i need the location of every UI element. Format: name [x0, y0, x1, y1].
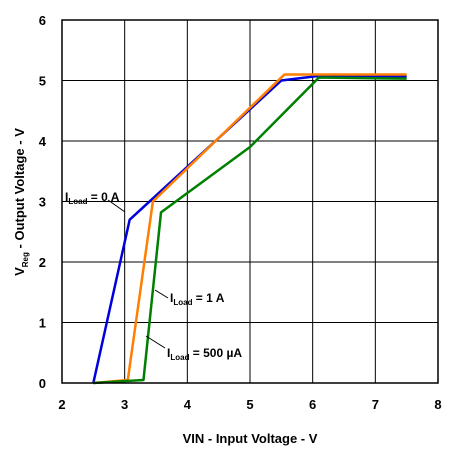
- annotation-sub: Load: [173, 298, 192, 307]
- y-tick-label: 0: [39, 376, 46, 391]
- annotation-rest: = 1 A: [192, 291, 224, 305]
- annotation-main: I: [170, 291, 173, 305]
- x-tick-label: 3: [121, 397, 128, 412]
- x-axis-label: VIN - Input Voltage - V: [183, 431, 318, 446]
- x-tick-label: 5: [246, 397, 253, 412]
- plot-frame: [61, 19, 439, 384]
- series-group: [92, 73, 407, 385]
- annotation-rest: = 0 A: [87, 190, 119, 204]
- y-axis-label-rest: - Output Voltage - V: [12, 128, 27, 252]
- annotation-sub: Load: [68, 197, 87, 206]
- x-tick-label: 6: [309, 397, 316, 412]
- x-tick-label: 2: [58, 397, 65, 412]
- y-tick-labels: 0 1 2 3 4 5 6: [39, 13, 47, 391]
- y-tick-label: 3: [39, 195, 46, 210]
- series-annotation: ILoad = 500 µA: [167, 346, 242, 362]
- y-axis-label-sub: Reg: [21, 252, 30, 267]
- series-annotation: ILoad = 0 A: [65, 190, 120, 206]
- annotation-sub: Load: [170, 353, 189, 362]
- y-tick-label: 1: [39, 316, 46, 331]
- annotation-main: I: [65, 190, 68, 204]
- x-tick-label: 8: [434, 397, 441, 412]
- y-tick-label: 2: [39, 255, 46, 270]
- x-tick-label: 7: [372, 397, 379, 412]
- y-axis-label-main: V: [12, 267, 27, 276]
- y-tick-label: 5: [39, 74, 46, 89]
- annotation-leader: [107, 199, 126, 213]
- y-tick-label: 6: [39, 13, 46, 28]
- annotation-leader: [154, 289, 169, 299]
- x-tick-label: 4: [184, 397, 192, 412]
- annotation-rest: = 500 µA: [189, 346, 242, 360]
- annotation-leader: [145, 335, 166, 349]
- annotation-main: I: [167, 346, 170, 360]
- x-tick-labels: 2 3 4 5 6 7 8: [58, 397, 441, 412]
- series-line: [93, 76, 407, 385]
- series-annotation: ILoad = 1 A: [170, 291, 225, 307]
- y-axis-label: VReg - Output Voltage - V: [12, 128, 30, 276]
- y-tick-label: 4: [39, 134, 47, 149]
